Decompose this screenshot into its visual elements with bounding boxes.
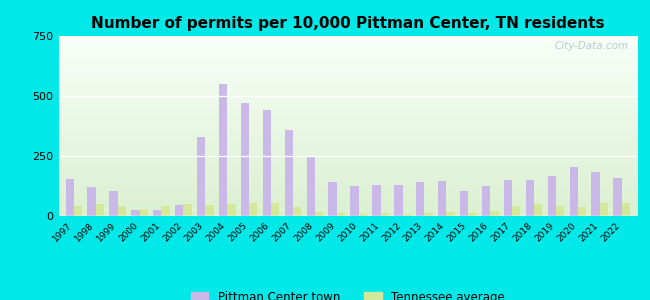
Bar	[460, 191, 468, 216]
Bar	[534, 205, 542, 216]
Bar	[372, 185, 381, 216]
Bar	[197, 137, 205, 216]
Bar	[621, 203, 630, 216]
Bar	[614, 178, 621, 216]
Bar	[96, 204, 104, 216]
Bar	[424, 213, 433, 216]
Bar	[74, 206, 82, 216]
Title: Number of permits per 10,000 Pittman Center, TN residents: Number of permits per 10,000 Pittman Cen…	[91, 16, 604, 31]
Bar	[416, 182, 424, 216]
Bar	[482, 186, 490, 216]
Bar	[263, 110, 271, 216]
Bar	[175, 205, 183, 216]
Text: City-Data.com: City-Data.com	[554, 41, 629, 51]
Bar	[328, 182, 337, 216]
Bar	[547, 176, 556, 216]
Bar	[337, 213, 345, 216]
Bar	[592, 172, 600, 216]
Bar	[205, 205, 214, 216]
Bar	[183, 205, 192, 216]
Bar	[381, 213, 389, 216]
Bar	[307, 157, 315, 216]
Legend: Pittman Center town, Tennessee average: Pittman Center town, Tennessee average	[186, 287, 510, 300]
Bar	[438, 181, 447, 216]
Bar	[490, 211, 499, 216]
Bar	[118, 206, 126, 216]
Bar	[285, 130, 293, 216]
Bar	[468, 213, 476, 216]
Bar	[504, 181, 512, 216]
Bar	[600, 203, 608, 216]
Bar	[578, 207, 586, 216]
Bar	[402, 214, 411, 216]
Bar	[140, 209, 148, 216]
Bar	[359, 214, 367, 216]
Bar	[87, 187, 96, 216]
Bar	[249, 203, 257, 216]
Bar	[394, 185, 402, 216]
Bar	[109, 191, 118, 216]
Bar	[153, 210, 161, 216]
Bar	[66, 179, 74, 216]
Bar	[315, 212, 323, 216]
Bar	[227, 204, 235, 216]
Bar	[447, 212, 455, 216]
Bar	[240, 103, 249, 216]
Bar	[569, 167, 578, 216]
Bar	[350, 186, 359, 216]
Bar	[131, 210, 140, 216]
Bar	[161, 206, 170, 216]
Bar	[271, 203, 280, 216]
Bar	[293, 207, 302, 216]
Bar	[556, 206, 564, 216]
Bar	[512, 206, 521, 216]
Bar	[219, 84, 227, 216]
Bar	[526, 179, 534, 216]
